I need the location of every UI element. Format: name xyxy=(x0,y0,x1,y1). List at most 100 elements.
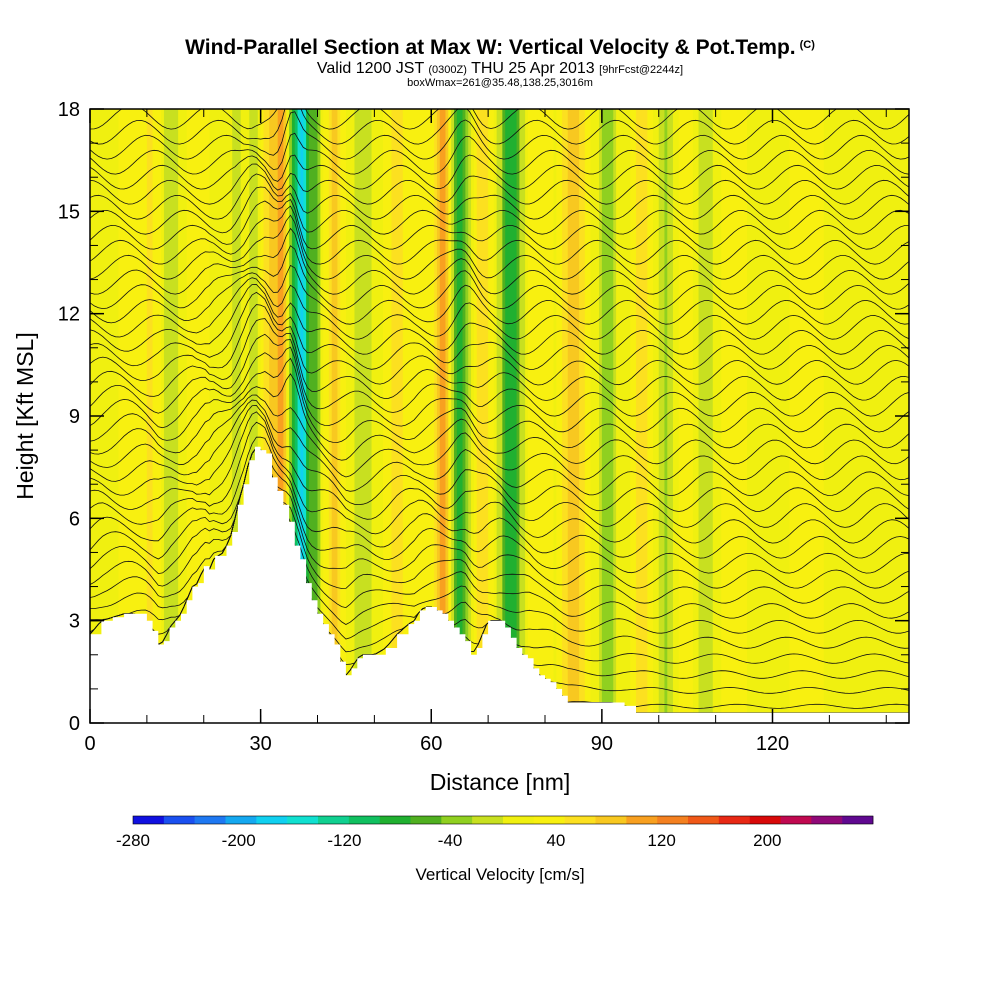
velocity-strip xyxy=(508,109,512,723)
velocity-strip xyxy=(715,109,720,723)
velocity-strip xyxy=(644,109,648,723)
colorbar-swatch xyxy=(410,816,442,824)
velocity-strip xyxy=(436,109,441,723)
velocity-strip xyxy=(806,109,811,723)
velocity-strip xyxy=(277,109,282,723)
velocity-strip xyxy=(129,109,134,723)
velocity-strip xyxy=(527,109,532,723)
velocity-strip xyxy=(556,109,560,723)
velocity-strip xyxy=(348,109,353,723)
isentrope-contour xyxy=(90,245,909,310)
velocity-strip xyxy=(459,109,464,723)
velocity-strip xyxy=(425,109,429,723)
velocity-strip xyxy=(493,109,498,723)
velocity-strip xyxy=(687,109,691,723)
velocity-strip xyxy=(735,109,739,723)
velocity-strip xyxy=(419,109,424,723)
velocity-strip xyxy=(448,109,452,723)
velocity-strip xyxy=(152,109,156,723)
velocity-strip xyxy=(397,109,401,723)
velocity-strip xyxy=(718,109,722,723)
forecast-info: [9hrFcst@2244z] xyxy=(599,64,684,76)
velocity-strip xyxy=(368,109,373,723)
velocity-strip xyxy=(510,109,515,723)
velocity-strip xyxy=(272,109,276,723)
velocity-strip xyxy=(203,109,208,723)
potential-temperature-contours xyxy=(90,109,909,714)
isentrope-contour xyxy=(90,173,909,220)
velocity-strip xyxy=(798,109,802,723)
velocity-strip xyxy=(650,109,654,723)
colorbar-swatch xyxy=(626,816,658,824)
velocity-strip xyxy=(237,109,242,723)
velocity-strip xyxy=(371,109,375,723)
velocity-strip xyxy=(345,109,350,723)
velocity-strip xyxy=(232,109,236,723)
velocity-strip xyxy=(749,109,754,723)
velocity-strip xyxy=(220,109,225,723)
isentrope-contour xyxy=(90,186,909,235)
isentrope-contour xyxy=(90,111,909,160)
velocity-strip xyxy=(579,109,583,723)
velocity-strip xyxy=(215,109,219,723)
velocity-strip xyxy=(880,109,884,723)
velocity-strip xyxy=(357,109,361,723)
isentrope-contour xyxy=(90,399,909,497)
colorbar-swatch xyxy=(564,816,596,824)
velocity-strip xyxy=(690,109,694,723)
velocity-strip xyxy=(323,109,327,723)
velocity-strip xyxy=(667,109,671,723)
velocity-strip xyxy=(428,109,432,723)
velocity-strip xyxy=(149,109,154,723)
velocity-strip xyxy=(269,109,273,723)
velocity-strip xyxy=(539,109,543,723)
velocity-strip xyxy=(451,109,455,723)
velocity-strip xyxy=(513,109,518,723)
isentrope-contour xyxy=(90,421,909,544)
isentrope-contour xyxy=(90,411,909,528)
velocity-strip xyxy=(146,109,151,723)
velocity-strip xyxy=(158,109,162,723)
velocity-strip xyxy=(263,109,267,723)
velocity-strip xyxy=(399,109,404,723)
isentrope-contour xyxy=(90,333,909,417)
velocity-strip xyxy=(365,109,370,723)
velocity-strip xyxy=(456,109,461,723)
velocity-strip xyxy=(684,109,688,723)
velocity-strip xyxy=(414,109,418,723)
velocity-strip xyxy=(260,109,265,723)
isentrope-contour xyxy=(90,109,909,130)
velocity-strip xyxy=(815,109,819,723)
colorbar-swatch xyxy=(441,816,473,824)
isentrope-contour xyxy=(90,291,909,370)
velocity-strip xyxy=(707,109,711,723)
velocity-strip xyxy=(291,109,296,723)
velocity-strip xyxy=(769,109,774,723)
y-tick-label: 0 xyxy=(69,713,80,735)
velocity-strip xyxy=(584,109,589,723)
velocity-strip xyxy=(573,109,577,723)
velocity-strip xyxy=(388,109,393,723)
colorbar-swatch xyxy=(718,816,750,824)
velocity-strip xyxy=(183,109,188,723)
velocity-strip xyxy=(701,109,705,723)
velocity-strip xyxy=(618,109,623,723)
velocity-strip xyxy=(422,109,427,723)
velocity-strip xyxy=(721,109,725,723)
velocity-strip xyxy=(678,109,683,723)
velocity-strip xyxy=(192,109,196,723)
velocity-strip xyxy=(411,109,415,723)
velocity-strip xyxy=(755,109,759,723)
velocity-strip xyxy=(223,109,228,723)
velocity-strip xyxy=(294,109,299,723)
velocity-strip xyxy=(169,109,174,723)
velocity-strip xyxy=(431,109,435,723)
colorbar-swatch xyxy=(472,816,504,824)
colorbar-tick-label: -280 xyxy=(116,831,150,850)
velocity-strip xyxy=(172,109,176,723)
velocity-strip xyxy=(823,109,828,723)
velocity-strip xyxy=(562,109,566,723)
isentrope-contour xyxy=(90,404,909,512)
velocity-strip xyxy=(311,109,316,723)
velocity-strip xyxy=(289,109,293,723)
